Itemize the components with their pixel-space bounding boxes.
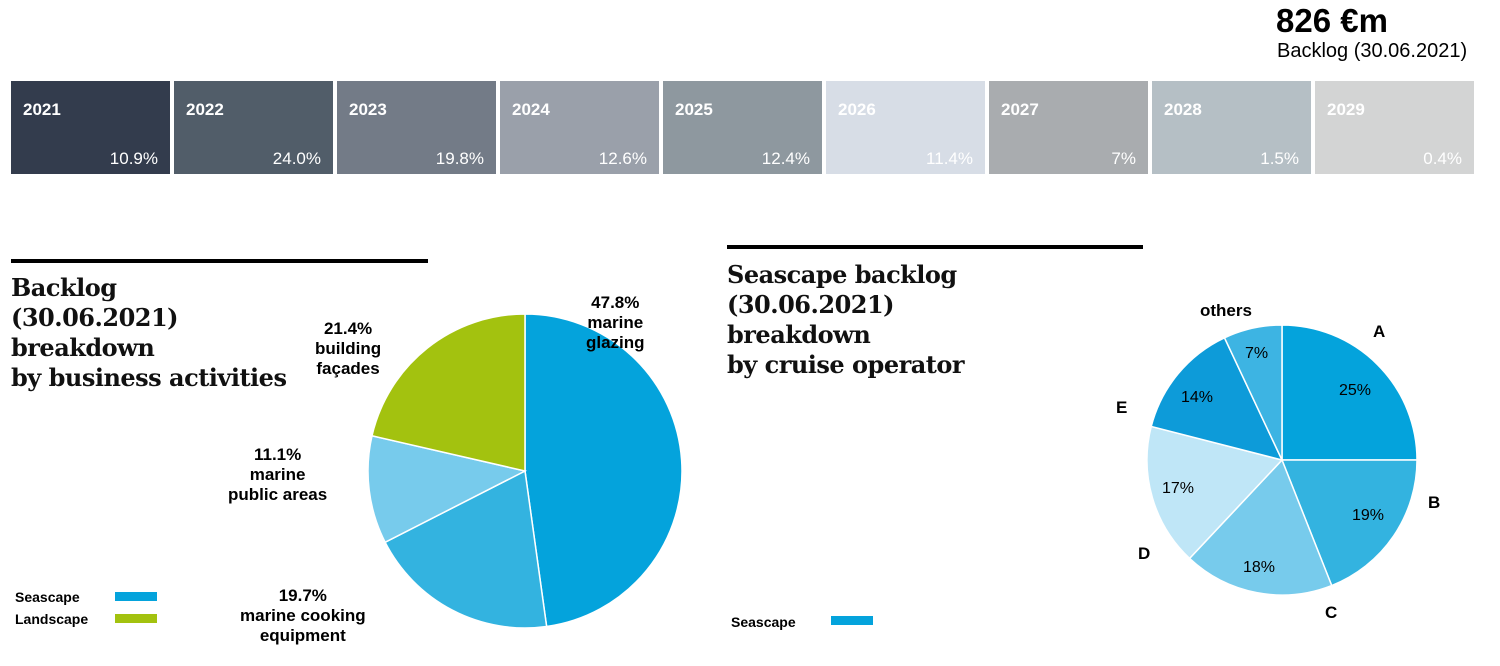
slice-name: marine cooking equipment	[240, 606, 366, 645]
operator-pct-d: 17%	[1162, 480, 1195, 497]
business-pie-slice-1	[384, 469, 548, 629]
year-pct-label: 11.4%	[926, 149, 973, 168]
operator-pct-others: 7%	[1245, 345, 1269, 362]
business-pie-slice-0	[524, 313, 683, 628]
year-segment-2029: 2029 0.4%	[1315, 81, 1474, 174]
legend-seascape-label-right: Seascape	[731, 614, 796, 630]
year-pct-label: 24.0%	[272, 149, 321, 168]
slice-pct: 21.4%	[323, 319, 373, 338]
operator-pie-slice-2	[1188, 458, 1333, 596]
legend-seascape-swatch-right	[831, 616, 873, 625]
slice-label-marine-cooking: 19.7% marine cooking equipment	[240, 566, 366, 666]
year-segment-2023: 2023 19.8%	[337, 81, 496, 174]
year-pct-label: 7%	[1111, 149, 1136, 168]
slice-pct: 19.7%	[278, 586, 327, 605]
slice-label-marine-glazing: 47.8% marine glazing	[586, 273, 645, 373]
operator-pct-b: 19%	[1352, 507, 1385, 524]
slice-label-marine-public-areas: 11.1% marine public areas	[228, 425, 327, 525]
year-segment-2022: 2022 24.0%	[174, 81, 333, 174]
year-label: 2027	[1001, 100, 1039, 119]
operator-label-c: C	[1325, 603, 1338, 622]
year-pct-label: 12.4%	[761, 149, 810, 168]
slice-name: marine glazing	[586, 313, 645, 352]
operator-pct-e: 14%	[1181, 389, 1214, 406]
slice-name: building façades	[315, 339, 382, 378]
legend-seascape-label: Seascape	[15, 589, 80, 605]
year-label: 2026	[838, 100, 876, 119]
operator-label-a: A	[1373, 322, 1386, 341]
cruise-operator-pie	[1146, 324, 1418, 596]
year-segment-2026: 2026 11.4%	[826, 81, 985, 174]
year-pct-label: 12.6%	[598, 149, 647, 168]
slice-label-building-facades: 21.4% building façades	[315, 299, 381, 399]
year-segment-2021: 2021 10.9%	[11, 81, 170, 174]
backlog-total-label: Backlog (30.06.2021)	[1277, 40, 1468, 62]
year-label: 2023	[349, 100, 387, 119]
operator-pct-c: 18%	[1243, 559, 1276, 576]
cruise-operator-title: Seascape backlog (30.06.2021) breakdown …	[727, 260, 965, 379]
year-label: 2024	[512, 100, 550, 119]
operator-label-e: E	[1116, 398, 1128, 417]
year-label: 2022	[186, 100, 224, 119]
operator-label-d: D	[1138, 544, 1151, 563]
year-pct-label: 0.4%	[1423, 149, 1462, 168]
business-pie-slice-3	[371, 313, 526, 472]
year-label: 2021	[23, 100, 61, 119]
year-segment-2028: 2028 1.5%	[1152, 81, 1311, 174]
year-segment-2025: 2025 12.4%	[663, 81, 822, 174]
operator-pie-slice-1	[1280, 459, 1418, 587]
slice-pct: 47.8%	[591, 293, 640, 312]
operator-pie-slice-4	[1150, 336, 1284, 462]
year-label: 2028	[1164, 100, 1202, 119]
slice-pct: 11.1%	[253, 445, 302, 464]
operator-pct-a: 25%	[1339, 382, 1372, 399]
operator-pie-slice-5	[1223, 324, 1283, 461]
operator-pie-slice-0	[1281, 324, 1418, 461]
year-pct-label: 10.9%	[109, 149, 158, 168]
business-activities-pie	[367, 313, 683, 629]
year-label: 2025	[675, 100, 713, 119]
legend-seascape-swatch	[115, 592, 157, 601]
legend-landscape-swatch	[115, 614, 157, 623]
backlog-total-value: 826 €m	[1276, 2, 1388, 39]
backlog-by-year-bar: 2021 10.9% 2022 24.0% 2023 19.8% 2024 12.6% 2025…	[0, 0, 1500, 200]
year-label: 2029	[1327, 100, 1365, 119]
year-pct-label: 1.5%	[1260, 149, 1299, 168]
business-activities-title: Backlog (30.06.2021) breakdown by busine…	[11, 273, 287, 392]
legend-landscape-label: Landscape	[15, 611, 89, 627]
slice-name: marine public areas	[228, 465, 328, 504]
operator-label-others: others	[1200, 301, 1252, 320]
operator-label-b: B	[1428, 493, 1441, 512]
year-segment-2027: 2027 7%	[989, 81, 1148, 174]
section-divider-left	[11, 259, 428, 263]
operator-pie-slice-3	[1146, 425, 1284, 560]
year-segment-2024: 2024 12.6%	[500, 81, 659, 174]
section-divider-right	[727, 245, 1143, 249]
year-pct-label: 19.8%	[435, 149, 484, 168]
